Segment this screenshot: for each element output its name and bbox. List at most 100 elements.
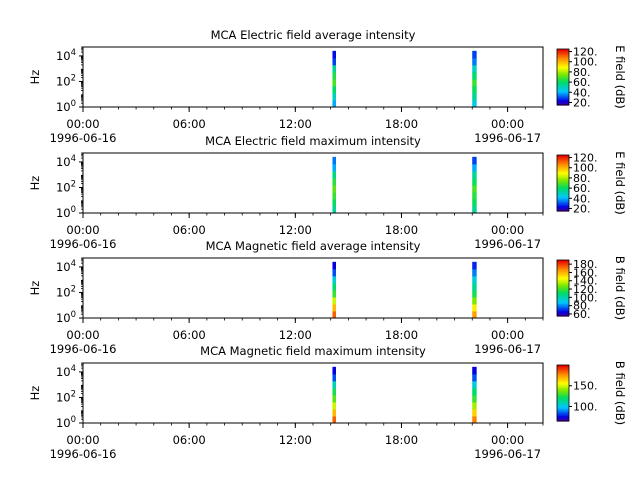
colorbar-segment [557,404,569,407]
colorbar-segment [557,65,569,68]
spectrogram-burst-1-bin [332,205,336,214]
colorbar-segment [557,91,569,93]
colorbar-segment [557,99,569,102]
colorbar-segment [557,260,569,262]
colorbar-segment [557,194,569,197]
colorbar-segment [557,274,569,276]
x-tick-time: 12:00 [279,328,312,342]
spectrogram-burst-1-bin [332,163,336,172]
y-tick-label: 104 [56,154,76,169]
spectrogram-burst-2-bin [472,198,477,207]
colorbar-segment [557,416,569,419]
colorbar-frame [556,48,570,106]
colorbar-segment [557,53,569,56]
colorbar-segment [557,187,569,190]
colorbar-segment [557,103,569,106]
colorbar-segment [557,383,569,386]
colorbar-tick-label: 160. [573,266,598,279]
colorbar-segment [557,201,569,204]
spectrogram-burst-2-bin [472,184,477,193]
colorbar-segment [557,163,569,166]
spectrogram-burst-2-bin [472,92,477,101]
colorbar-segment [557,81,569,84]
x-tick-time: 18:00 [385,117,418,131]
colorbar-tick-label: 100. [573,162,598,175]
colorbar-segment [557,75,569,78]
colorbar-segment [557,402,569,405]
colorbar-segment [557,390,569,393]
spectrogram-burst-2-bin [472,261,477,270]
x-tick-date: 1996-06-17 [474,342,541,356]
spectrogram-burst-1-bin [332,408,336,417]
colorbar-segment [557,61,569,64]
colorbar-segment [557,262,569,265]
spectrogram-burst-2-bin [472,50,477,59]
colorbar-segment [557,303,569,306]
y-tick-label: 104 [56,259,76,274]
colorbar-segment [557,51,569,54]
colorbar-segment [557,292,569,295]
colorbar-tick-label: 40. [573,192,591,205]
spectrogram-burst-1-bin [332,78,336,87]
colorbar-segment [557,282,569,285]
y-tick-label: 102 [56,389,76,404]
x-tick-time: 00:00 [491,117,524,131]
colorbar-segment [557,178,569,181]
colorbar-segment [557,386,569,388]
colorbar-segment [557,102,569,105]
spectrogram-burst-1-bin [332,64,336,73]
colorbar-segment [557,412,569,415]
colorbar-segment [557,307,569,310]
colorbar-segment [557,96,569,99]
spectrogram-burst-2-bin [472,85,477,94]
spectrogram-burst-1-bin [332,92,336,101]
colorbar-tick-label: 180. [573,258,598,271]
colorbar-segment [557,409,569,412]
x-tick-time: 06:00 [173,433,206,447]
x-tick-time: 00:00 [491,328,524,342]
colorbar-segment [557,380,569,383]
colorbar-segment [557,304,569,307]
colorbar-segment [557,208,569,211]
colorbar-segment [557,82,569,85]
spectrogram-burst-2-bin [472,268,477,277]
spectrogram-burst-1-bin [332,303,336,312]
spectrogram-burst-1-bin [332,261,336,270]
colorbar-segment [557,100,569,103]
spectrogram-burst-1-bin [332,177,336,186]
colorbar-segment [557,306,569,309]
spectrogram-burst-1-bin [332,415,336,424]
colorbar-segment [557,366,569,369]
colorbar-tick-label: 100. [573,400,598,413]
x-tick-time: 00:00 [66,223,99,237]
spectrogram-burst-2-bin [472,296,477,305]
colorbar-segment [557,395,569,398]
spectrogram-burst-1-bin [332,282,336,291]
colorbar-segment [557,64,569,67]
colorbar-segment [557,374,569,377]
colorbar-segment [557,394,569,397]
y-tick-label: 102 [56,179,76,194]
x-tick-time: 06:00 [173,223,206,237]
colorbar-segment [557,376,569,379]
colorbar-label: E field (dB) [613,151,627,215]
colorbar-segment [557,264,569,267]
colorbar-segment [557,300,569,303]
colorbar-segment [557,58,569,61]
spectrogram-burst-1-bin [332,156,336,165]
colorbar-tick-label: 120. [573,283,598,296]
colorbar-segment [557,407,569,409]
colorbar-segment [557,268,569,271]
colorbar-segment [557,93,569,96]
spectrogram-burst-1-bin [332,50,336,59]
colorbar-label: B field (dB) [613,361,627,425]
spectrogram-burst-1-bin [332,170,336,179]
colorbar-segment [557,84,569,86]
colorbar-segment [557,275,569,278]
colorbar-segment [557,71,569,74]
x-tick-time: 18:00 [385,223,418,237]
panel-2: MCA Electric field maximum intensity 100 1… [28,134,627,251]
colorbar-segment [557,418,569,421]
spectrogram-burst-1-bin [332,268,336,277]
